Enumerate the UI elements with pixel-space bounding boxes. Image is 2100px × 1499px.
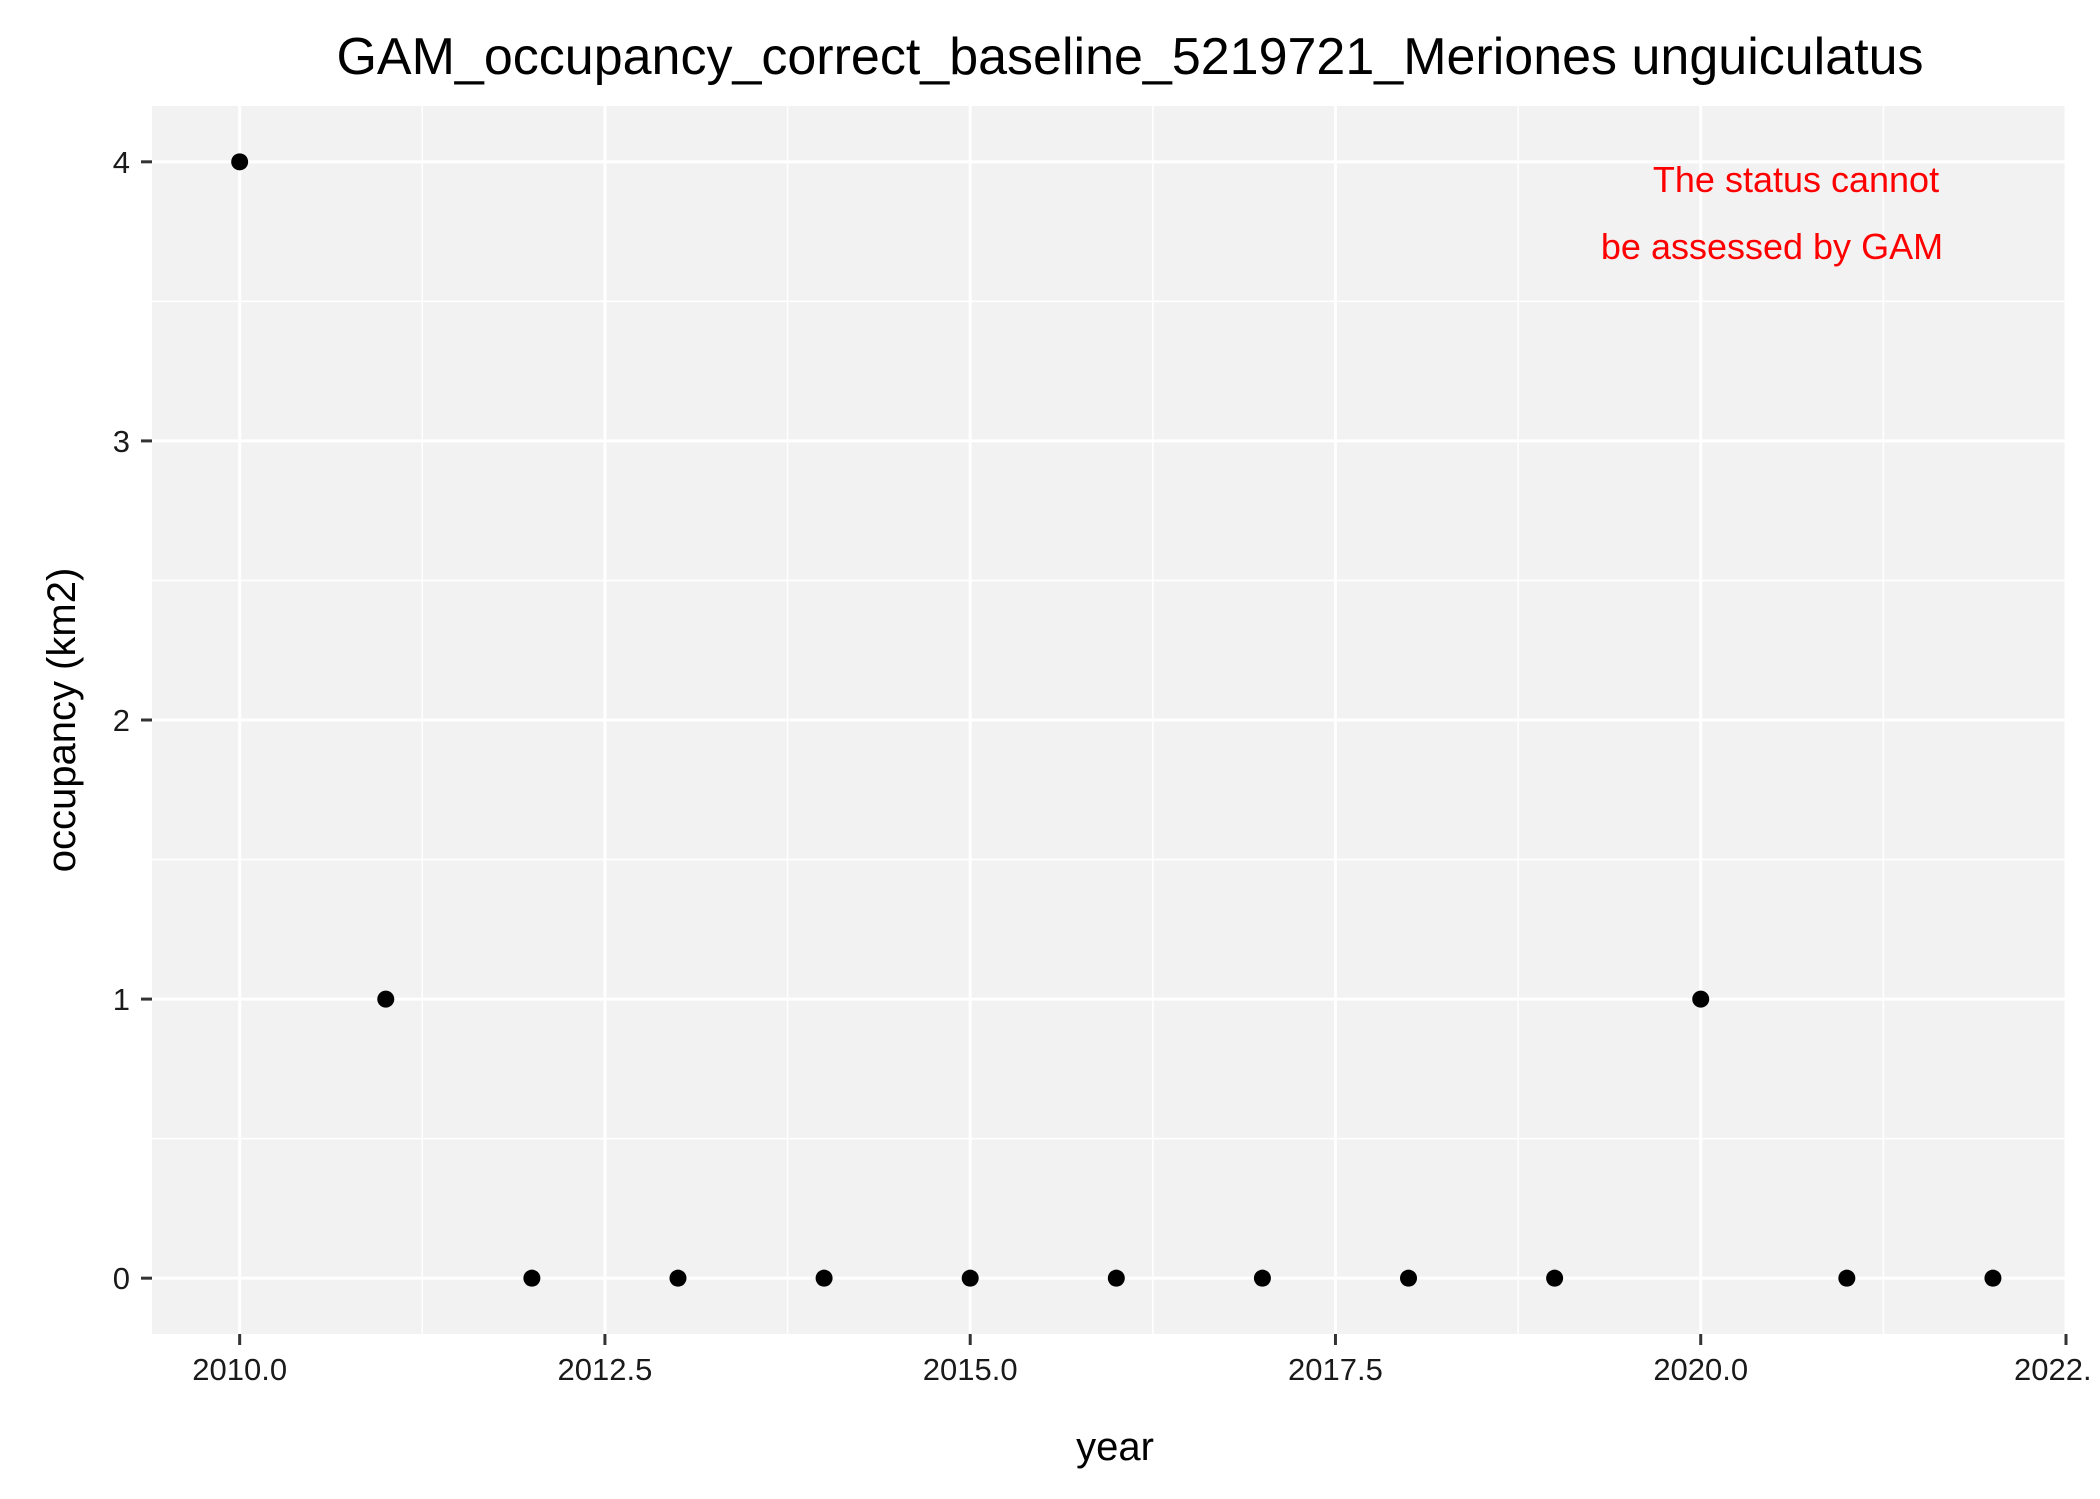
x-tick-label: 2022. <box>2014 1352 2092 1387</box>
major-gridlines <box>152 106 2068 1334</box>
x-axis-title: year <box>1076 1425 1154 1469</box>
data-point <box>1107 1269 1125 1287</box>
y-tick-label: 2 <box>113 703 130 738</box>
y-axis-title: occupancy (km2) <box>40 568 84 873</box>
data-point <box>1253 1269 1271 1287</box>
x-tick-label: 2012.5 <box>558 1352 653 1387</box>
x-tick-label: 2020.0 <box>1653 1352 1748 1387</box>
y-tick-label: 0 <box>113 1261 130 1296</box>
data-point <box>1692 990 1710 1008</box>
x-axis: 2010.0 2012.5 2015.0 2017.5 2020.0 2022. <box>192 1334 2092 1387</box>
data-point <box>1546 1269 1564 1287</box>
x-tick-label: 2017.5 <box>1288 1352 1383 1387</box>
x-tick-label: 2015.0 <box>923 1352 1018 1387</box>
data-point <box>523 1269 541 1287</box>
data-point <box>961 1269 979 1287</box>
data-point <box>815 1269 833 1287</box>
data-point <box>669 1269 687 1287</box>
data-point <box>1838 1269 1856 1287</box>
y-tick-label: 3 <box>113 424 130 459</box>
chart-title: GAM_occupancy_correct_baseline_5219721_M… <box>336 28 1923 86</box>
x-tick-label: 2010.0 <box>192 1352 287 1387</box>
y-axis: 0 1 2 3 4 <box>113 145 152 1296</box>
data-point <box>1984 1269 2002 1287</box>
annotation-line-2: be assessed by GAM <box>1601 226 1943 267</box>
y-tick-label: 4 <box>113 145 130 180</box>
data-point <box>231 153 249 171</box>
data-point <box>1400 1269 1418 1287</box>
annotation-line-1: The status cannot <box>1653 159 1939 200</box>
y-tick-label: 1 <box>113 982 130 1017</box>
data-point <box>377 990 395 1008</box>
data-points <box>231 153 2002 1287</box>
